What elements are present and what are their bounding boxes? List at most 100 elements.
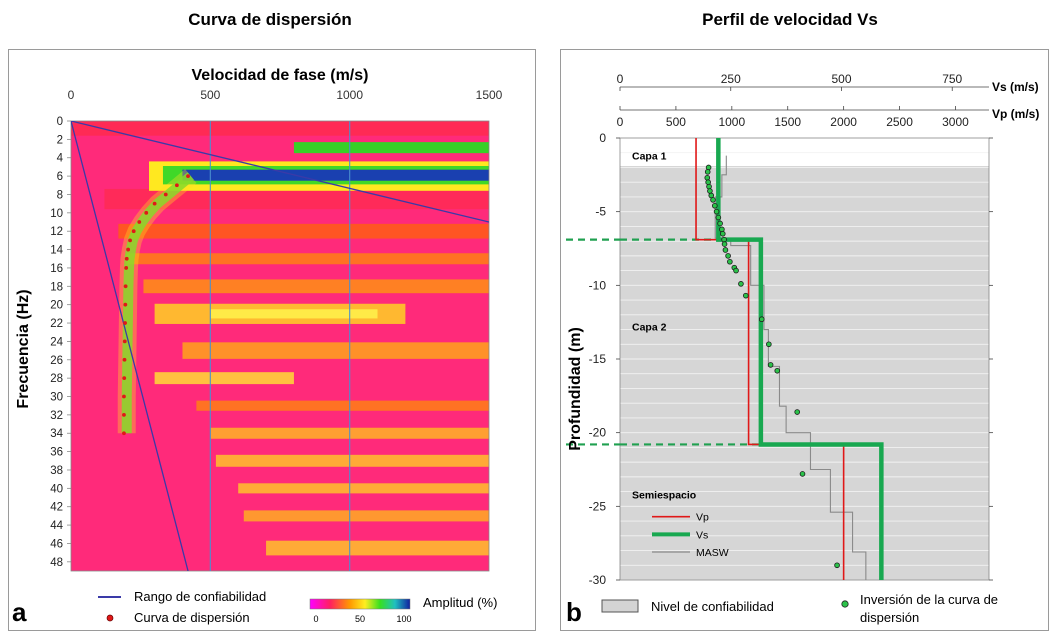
vs-axis-label: Vs (m/s) (992, 80, 1039, 94)
inversion-point (717, 220, 723, 227)
layer-label-3: Semiespacio (632, 490, 696, 502)
depth-axis-label: Profundidad (m) (567, 327, 584, 451)
vs-tick-250: 250 (721, 72, 741, 86)
confidence-range-line-1 (71, 121, 489, 223)
inversion-legend-label-line2: dispersión (860, 610, 919, 625)
y-tick-8: 8 (57, 189, 63, 201)
dispersion-point (174, 183, 179, 188)
inversion-point (710, 197, 716, 203)
y-tick-4: 4 (57, 153, 64, 165)
vp-tick-2000: 2000 (830, 115, 857, 129)
colorbar (309, 598, 411, 610)
dispersion-point (186, 174, 190, 179)
dispersion-point (122, 394, 126, 399)
dispersion-curve-legend-swatch (106, 614, 114, 622)
depth-tick--25: -25 (589, 499, 607, 513)
inversion-point (713, 208, 720, 215)
y-tick-18: 18 (50, 281, 63, 293)
y-tick-22: 22 (50, 318, 63, 330)
confidence-range-legend-label: Rango de confiabilidad (134, 589, 266, 604)
y-tick-48: 48 (50, 557, 63, 569)
y-tick-26: 26 (50, 355, 63, 367)
dispersion-point (122, 431, 126, 436)
y-axis-label: Frecuencia (Hz) (15, 289, 32, 408)
dispersion-point (131, 229, 136, 234)
y-tick-40: 40 (50, 483, 63, 495)
panel-letter-a: a (12, 597, 27, 627)
inversion-point (725, 253, 731, 259)
series-line-vp (695, 138, 845, 580)
inversion-point (721, 241, 728, 247)
inversion-point (774, 367, 781, 374)
dispersion-point (123, 321, 127, 325)
inversion-point (758, 316, 765, 323)
depth-tick--20: -20 (589, 426, 607, 440)
y-tick-34: 34 (50, 428, 63, 440)
x-tick-1500: 1500 (476, 88, 503, 102)
colorbar-label: Amplitud (%) (423, 595, 497, 610)
inversion-point (706, 183, 712, 190)
y-tick-28: 28 (50, 373, 63, 385)
inversion-point (767, 362, 774, 368)
left-chart-title: Curva de dispersión (188, 10, 352, 29)
inversion-point (738, 281, 744, 287)
inversion-point (705, 164, 712, 171)
dispersion-point (122, 412, 126, 417)
vp-tick-0: 0 (617, 115, 624, 129)
confidence-range-line-2 (71, 121, 189, 571)
dispersion-point (123, 284, 128, 289)
velocity-profile-chart: Capa 1 Capa 2 Semiespacio 0 250 500 750 0 500 10… (560, 49, 1049, 631)
inversion-point (743, 292, 749, 299)
y-tick-42: 42 (50, 502, 63, 514)
dispersion-point (123, 302, 128, 307)
legend-label-vs: Vs (696, 529, 708, 541)
y-tick-14: 14 (50, 245, 63, 257)
dispersion-point (122, 376, 127, 381)
y-tick-2: 2 (57, 134, 63, 146)
vp-tick-500: 500 (666, 115, 686, 129)
depth-tick--5: -5 (595, 205, 606, 219)
confidence-level-legend-swatch (601, 599, 639, 613)
inversion-point (794, 409, 800, 415)
vs-tick-750: 750 (942, 72, 962, 86)
inversion-point (727, 258, 733, 265)
panel-letter-b: b (566, 597, 582, 627)
y-tick-44: 44 (50, 520, 63, 532)
y-tick-0: 0 (57, 116, 63, 128)
inversion-legend-swatch (841, 600, 849, 608)
y-tick-20: 20 (50, 300, 63, 312)
dispersion-point (124, 256, 129, 261)
inversion-point (704, 174, 711, 181)
depth-tick-0: 0 (599, 131, 606, 145)
vp-tick-1000: 1000 (718, 115, 745, 129)
dispersion-point (152, 201, 157, 206)
y-tick-32: 32 (50, 410, 63, 422)
confidence-level-area (620, 165, 989, 580)
depth-tick--30: -30 (589, 573, 607, 587)
inversion-point (719, 230, 726, 237)
y-tick-38: 38 (50, 465, 63, 477)
inversion-legend-label-line1: Inversión de la curva de (860, 592, 998, 607)
legend-label-vp: Vp (696, 512, 709, 524)
inversion-point (799, 471, 806, 477)
y-tick-36: 36 (50, 447, 63, 459)
inversion-point (722, 247, 729, 253)
depth-tick--15: -15 (589, 352, 607, 366)
vs-tick-500: 500 (831, 72, 851, 86)
inversion-point (733, 267, 739, 274)
y-tick-24: 24 (50, 336, 63, 348)
y-tick-10: 10 (50, 208, 63, 220)
y-tick-46: 46 (50, 538, 63, 550)
dispersion-point (128, 238, 132, 243)
dispersion-point (122, 357, 127, 362)
dispersion-point (163, 192, 168, 197)
inversion-point (705, 179, 711, 186)
inversion-point (711, 202, 718, 209)
colorbar-tick-100: 100 (396, 614, 411, 624)
layer-label-2: Capa 2 (632, 322, 667, 334)
inversion-point (766, 341, 772, 348)
vs-tick-0: 0 (617, 72, 624, 86)
dispersion-point (126, 247, 131, 252)
x-axis-label: Velocidad de fase (m/s) (192, 67, 369, 84)
vp-tick-1500: 1500 (774, 115, 801, 129)
